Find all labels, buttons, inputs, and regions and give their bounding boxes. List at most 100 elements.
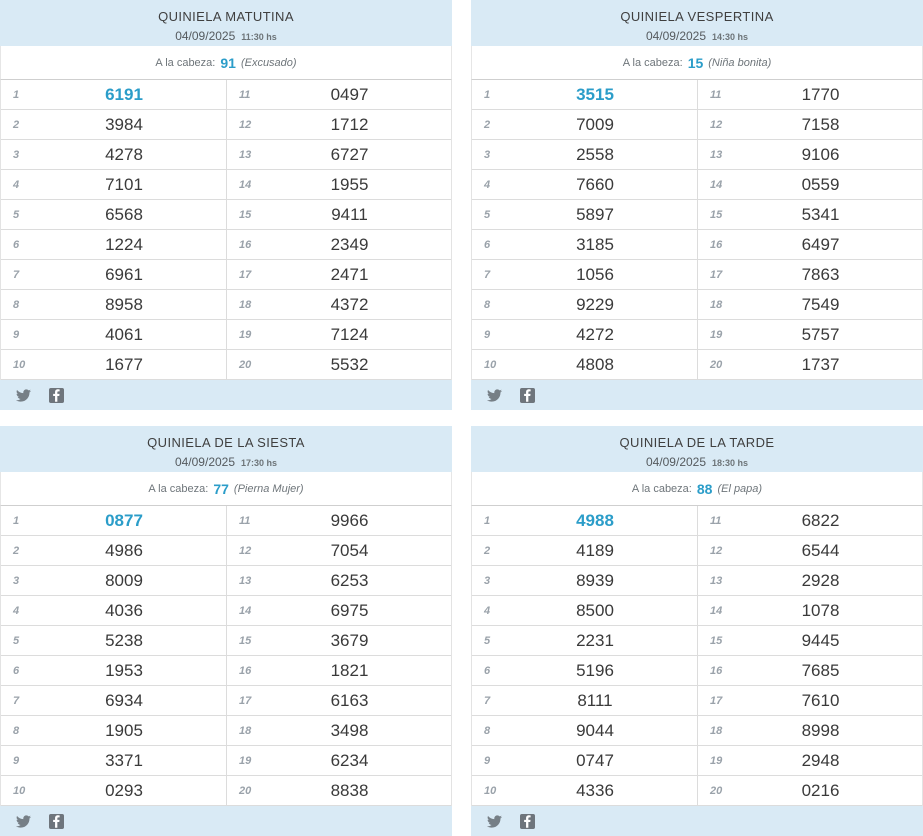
- row-left-half: 9 4272: [472, 320, 697, 349]
- facebook-icon: [48, 813, 64, 829]
- draw-number: 0747: [576, 750, 614, 770]
- facebook-share-button[interactable]: [48, 387, 64, 403]
- twitter-share-button[interactable]: [15, 387, 31, 403]
- position-label: 6: [13, 664, 20, 677]
- draw-number: 7549: [801, 294, 840, 314]
- table-row: 1 0877 11 9966: [1, 506, 451, 536]
- draw-number: 8500: [576, 600, 614, 620]
- draw-number: 5757: [801, 324, 840, 344]
- social-share-bar: [471, 380, 923, 410]
- twitter-share-button[interactable]: [15, 813, 31, 829]
- row-right-half: 20 5532: [226, 350, 451, 379]
- row-right-half: 15 9411: [226, 200, 451, 229]
- row-right-half: 17 2471: [226, 260, 451, 289]
- cabeza-nickname: (El papa): [717, 482, 763, 495]
- row-right-half: 12 7054: [226, 536, 451, 565]
- position-label: 1: [13, 514, 20, 527]
- twitter-share-button[interactable]: [486, 387, 502, 403]
- position-label: 15: [710, 634, 723, 647]
- results-table: 1 3515 11 1770 2 7009 12 7158 3 2558 13 …: [471, 80, 923, 380]
- row-right-half: 16 2349: [226, 230, 451, 259]
- draw-number: 1821: [330, 660, 369, 680]
- draw-number: 0497: [330, 84, 369, 104]
- draw-number: 3984: [105, 114, 143, 134]
- table-row: 10 4808 20 1737: [472, 350, 922, 380]
- draw-number: 7009: [576, 114, 614, 134]
- table-row: 2 4986 12 7054: [1, 536, 451, 566]
- row-right-half: 13 9106: [697, 140, 922, 169]
- draw-number: 1737: [801, 354, 840, 374]
- row-left-half: 3 8009: [1, 566, 226, 595]
- row-left-half: 4 8500: [472, 596, 697, 625]
- draw-number: 6568: [105, 204, 143, 224]
- position-label: 11: [239, 88, 251, 101]
- position-label: 15: [239, 208, 252, 221]
- row-right-half: 15 3679: [226, 626, 451, 655]
- twitter-icon: [15, 388, 31, 403]
- draw-number: 2231: [576, 630, 614, 650]
- row-right-half: 19 5757: [697, 320, 922, 349]
- draw-number: 1712: [330, 114, 369, 134]
- position-label: 15: [239, 634, 252, 647]
- table-row: 4 7101 14 1955: [1, 170, 451, 200]
- draw-number: 3371: [105, 750, 143, 770]
- draw-number: 7863: [801, 264, 840, 284]
- twitter-share-button[interactable]: [486, 813, 502, 829]
- position-label: 16: [710, 238, 723, 251]
- row-left-half: 2 3984: [1, 110, 226, 139]
- table-row: 10 0293 20 8838: [1, 776, 451, 806]
- position-label: 3: [13, 574, 20, 587]
- row-right-half: 13 2928: [697, 566, 922, 595]
- position-label: 2: [484, 544, 491, 557]
- draw-number: 0877: [105, 510, 143, 530]
- facebook-share-button[interactable]: [519, 387, 535, 403]
- row-left-half: 1 4988: [472, 506, 697, 535]
- row-left-half: 7 6934: [1, 686, 226, 715]
- position-label: 12: [239, 118, 252, 131]
- position-label: 9: [13, 328, 20, 341]
- row-left-half: 9 3371: [1, 746, 226, 775]
- position-label: 5: [13, 208, 20, 221]
- draw-date: 04/09/2025: [645, 29, 707, 43]
- panel-date: 04/09/2025 17:30 hs: [0, 455, 452, 469]
- row-right-half: 14 6975: [226, 596, 451, 625]
- facebook-share-button[interactable]: [519, 813, 535, 829]
- position-label: 2: [484, 118, 491, 131]
- draw-number: 3185: [576, 234, 614, 254]
- table-row: 1 3515 11 1770: [472, 80, 922, 110]
- position-label: 10: [13, 784, 26, 797]
- row-right-half: 17 6163: [226, 686, 451, 715]
- draw-number: 1056: [576, 264, 614, 284]
- draw-number: 9106: [801, 144, 840, 164]
- draw-number: 5238: [105, 630, 143, 650]
- cabeza-number: 15: [687, 54, 704, 71]
- cabeza-nickname: (Niña bonita): [708, 56, 772, 69]
- draw-number: 9229: [576, 294, 614, 314]
- draw-number: 3498: [330, 720, 369, 740]
- draw-number: 4372: [330, 294, 369, 314]
- panel-header: QUINIELA MATUTINA 04/09/2025 11:30 hs: [0, 0, 452, 46]
- row-left-half: 9 4061: [1, 320, 226, 349]
- panel-header: QUINIELA DE LA SIESTA 04/09/2025 17:30 hs: [0, 426, 452, 472]
- position-label: 4: [13, 604, 20, 617]
- draw-number: 0216: [801, 780, 840, 800]
- facebook-share-button[interactable]: [48, 813, 64, 829]
- table-row: 5 5897 15 5341: [472, 200, 922, 230]
- draw-number: 6234: [330, 750, 369, 770]
- cabeza-label: A la cabeza:: [148, 482, 209, 495]
- draw-number: 9411: [331, 204, 368, 224]
- position-label: 6: [13, 238, 20, 251]
- table-row: 8 9044 18 8998: [472, 716, 922, 746]
- row-right-half: 16 1821: [226, 656, 451, 685]
- table-row: 5 6568 15 9411: [1, 200, 451, 230]
- position-label: 10: [13, 358, 26, 371]
- row-left-half: 9 0747: [472, 746, 697, 775]
- position-label: 11: [239, 514, 251, 527]
- position-label: 16: [710, 664, 723, 677]
- draw-number: 4278: [105, 144, 143, 164]
- table-row: 7 1056 17 7863: [472, 260, 922, 290]
- table-row: 3 2558 13 9106: [472, 140, 922, 170]
- position-label: 11: [710, 514, 722, 527]
- position-label: 5: [13, 634, 20, 647]
- draw-number: 5897: [576, 204, 614, 224]
